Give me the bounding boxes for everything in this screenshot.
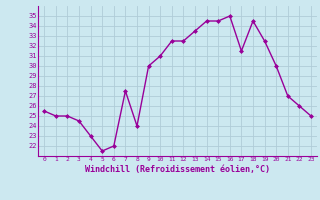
X-axis label: Windchill (Refroidissement éolien,°C): Windchill (Refroidissement éolien,°C) [85, 165, 270, 174]
